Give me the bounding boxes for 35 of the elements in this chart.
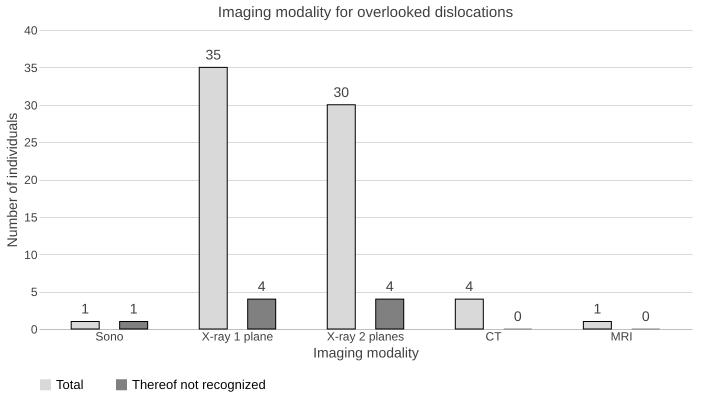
- bar: [247, 298, 276, 330]
- data-label: 30: [333, 84, 350, 100]
- y-tick-label: 30: [24, 98, 38, 112]
- y-tick-label: 35: [24, 60, 38, 75]
- data-label: 0: [514, 308, 522, 324]
- y-tick-label: 40: [24, 24, 38, 38]
- y-tick-label: 20: [24, 173, 38, 187]
- data-label: 1: [593, 300, 602, 317]
- y-tick-label: 25: [24, 136, 38, 150]
- data-label: 0: [642, 308, 650, 324]
- y-tick-label: 5: [30, 285, 38, 300]
- y-tick-label: 10: [24, 248, 38, 262]
- x-tick-label: X-ray 2 planes: [326, 330, 404, 344]
- y-tick-label: 15: [24, 210, 38, 224]
- data-label: 4: [386, 278, 394, 294]
- data-label: 4: [465, 278, 474, 294]
- y-axis-title: Number of individuals: [4, 112, 20, 248]
- x-tick-label: X-ray 1 plane: [202, 330, 274, 344]
- chart-title: Imaging modality for overlooked dislocations: [218, 4, 514, 21]
- y-tick-label: 0: [30, 322, 38, 336]
- legend-label: Total: [56, 376, 84, 392]
- bar: [454, 298, 484, 330]
- data-label: 1: [130, 300, 138, 317]
- x-tick-label: MRI: [610, 330, 633, 344]
- bar: [375, 298, 404, 330]
- bar: [582, 321, 612, 330]
- legend-label: Thereof not recognized: [132, 376, 266, 392]
- x-tick-label: Sono: [95, 330, 124, 344]
- x-axis-title: Imaging modality: [313, 344, 419, 360]
- x-tick-label: CT: [486, 330, 502, 344]
- data-label: 4: [258, 278, 266, 294]
- bar: [119, 321, 148, 330]
- data-label: 35: [205, 46, 222, 62]
- data-label: 1: [81, 300, 90, 317]
- bar: [70, 321, 100, 330]
